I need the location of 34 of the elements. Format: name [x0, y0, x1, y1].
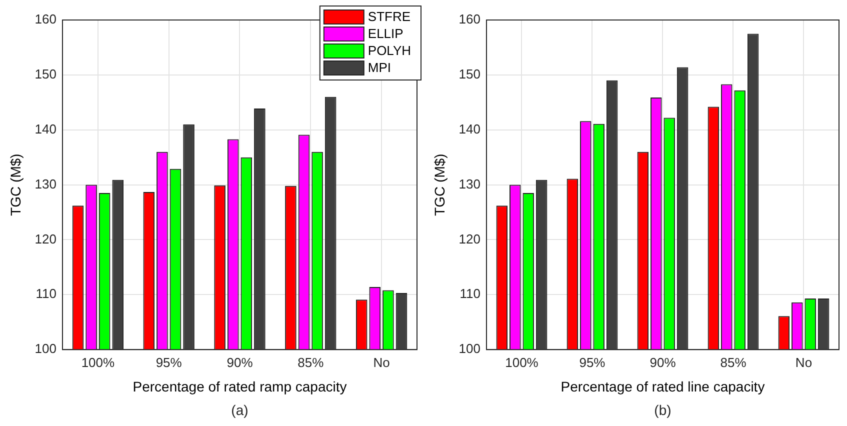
legend-label: MPI — [368, 60, 392, 76]
text: (a) — [231, 402, 248, 418]
x-tick-label: No — [795, 354, 812, 370]
y-tick-label: 100 — [458, 341, 480, 356]
y-axis-title: TGC (M$) — [7, 154, 24, 216]
x-tick-label: 100% — [81, 354, 116, 370]
y-tick-label: 160 — [458, 12, 480, 27]
y-tick-label: 130 — [458, 176, 480, 192]
y-tick-label: 110 — [460, 286, 480, 302]
y-tick-label: 120 — [458, 231, 480, 246]
x-tick-label: 85% — [720, 354, 747, 370]
x-axis-title: Percentage of rated ramp capacity — [132, 378, 347, 394]
x-axis-title: Percentage of rated line capacity — [560, 378, 765, 394]
x-tick-label: 85% — [298, 354, 324, 370]
x-tick-label: 90% — [650, 354, 676, 370]
x-tick-label: 95% — [579, 354, 606, 370]
x-tick-label: No — [373, 354, 390, 370]
x-tick-label: 100% — [505, 354, 539, 370]
x-tick-label: 90% — [226, 354, 254, 370]
text: (b) — [654, 402, 672, 418]
y-tick-label: 150 — [34, 66, 56, 82]
y-tick-label: 140 — [458, 121, 480, 136]
y-tick-label: 100 — [34, 341, 56, 356]
y-tick-label: 120 — [34, 231, 56, 246]
x-tick-label: 95% — [156, 354, 182, 370]
y-tick-label: 150 — [458, 66, 480, 82]
legend-label: STFRE — [368, 9, 411, 24]
y-tick-label: 160 — [34, 12, 56, 27]
y-tick-label: 140 — [34, 121, 56, 136]
y-tick-label: 130 — [34, 176, 56, 192]
legend-label: POLYH — [368, 43, 411, 58]
y-axis-title: TGC (M$) — [431, 154, 448, 216]
y-tick-label: 110 — [36, 286, 56, 302]
legend-label: ELLIP — [368, 26, 404, 42]
